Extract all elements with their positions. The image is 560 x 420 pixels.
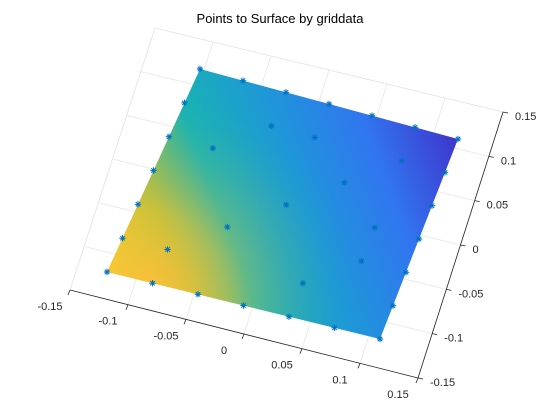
sample-point-marker xyxy=(134,201,142,208)
x-tick-label: 0 xyxy=(221,345,227,357)
y-tick xyxy=(417,377,424,380)
y-tick-label: 0.05 xyxy=(487,200,508,212)
surface xyxy=(107,69,458,339)
x-tick xyxy=(183,319,187,325)
x-tick-label: 0.05 xyxy=(271,360,292,372)
sample-point-marker xyxy=(398,157,405,164)
sample-point-marker xyxy=(283,201,290,208)
x-tick xyxy=(415,377,419,384)
sample-point-marker xyxy=(119,234,126,242)
x-tick-label: -0.15 xyxy=(37,301,62,313)
sample-point-marker xyxy=(311,134,318,141)
y-tick-label: -0.15 xyxy=(430,377,455,389)
sample-point-marker xyxy=(164,246,171,253)
tick-labels: -0.15 -0.1 -0.05 0 0.05 0.1 0.15 -0.15 -0.1 -0.05… xyxy=(37,111,536,401)
sample-point-marker xyxy=(428,202,436,209)
sample-point-marker xyxy=(341,179,348,186)
sample-point-marker xyxy=(181,99,188,107)
sample-points xyxy=(103,65,462,343)
x-tick xyxy=(299,348,303,354)
sample-point-marker xyxy=(376,335,384,343)
x-tick-label: 0.15 xyxy=(387,389,408,401)
sample-point-marker xyxy=(149,279,156,287)
sample-point-marker xyxy=(402,269,410,276)
sample-point-marker xyxy=(325,100,333,108)
sample-point-marker xyxy=(441,169,449,176)
sample-point-marker xyxy=(268,122,275,130)
y-tick xyxy=(502,111,509,114)
sample-point-marker xyxy=(389,302,397,309)
sample-point-marker xyxy=(454,135,462,143)
y-tick xyxy=(446,288,452,291)
x-tick xyxy=(241,333,245,340)
x-tick xyxy=(125,304,129,310)
y-tick xyxy=(432,333,438,336)
y-tick xyxy=(474,200,480,203)
sample-point-marker xyxy=(224,223,231,231)
sample-point-marker xyxy=(411,124,419,131)
x-tick-label: -0.05 xyxy=(153,330,178,342)
surface-highlight xyxy=(107,69,458,339)
sample-point-marker xyxy=(371,224,378,231)
y-tick-label: 0.1 xyxy=(501,155,516,167)
x-tick xyxy=(67,289,71,296)
y-tick xyxy=(488,155,494,158)
y-tick-label: 0.15 xyxy=(515,111,536,123)
chart-title: Points to Surface by griddata xyxy=(197,11,365,26)
sample-point-marker xyxy=(165,133,173,140)
sample-point-marker xyxy=(285,313,293,320)
sample-point-marker xyxy=(196,65,204,73)
sample-point-marker xyxy=(194,291,202,298)
grid-line xyxy=(154,27,504,113)
sample-point-marker xyxy=(240,302,247,309)
x-tick-label: 0.1 xyxy=(332,374,347,386)
sample-point-marker xyxy=(209,144,217,152)
sample-point-marker xyxy=(299,279,307,287)
y-tick-label: 0 xyxy=(473,244,479,256)
sample-point-marker xyxy=(368,112,376,119)
sample-point-marker xyxy=(331,324,338,332)
sample-point-marker xyxy=(150,167,157,174)
y-tick xyxy=(460,244,466,247)
sample-point-marker xyxy=(282,89,290,96)
sample-point-marker xyxy=(239,77,247,84)
y-tick-label: -0.1 xyxy=(444,333,463,345)
sample-point-marker xyxy=(358,257,365,265)
y-tick-label: -0.05 xyxy=(458,288,483,300)
x-tick-label: -0.1 xyxy=(99,316,118,328)
sample-point-marker xyxy=(103,268,111,276)
sample-point-marker xyxy=(415,235,423,243)
x-tick xyxy=(357,363,361,369)
